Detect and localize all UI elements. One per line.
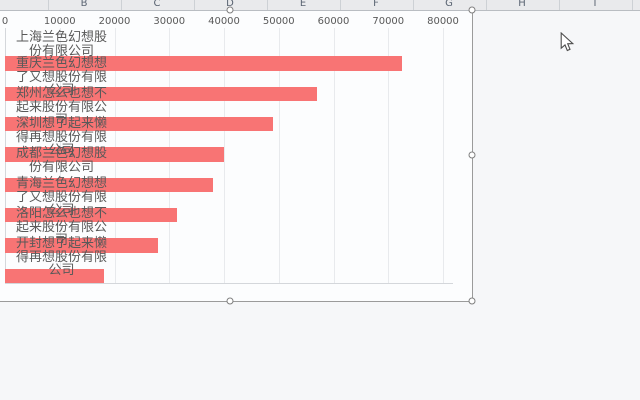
column-divider[interactable]: [558, 0, 560, 10]
category-label-line: 起来股份有限公: [15, 99, 107, 115]
chart-selection-border-bottom[interactable]: [0, 301, 473, 302]
bar[interactable]: [5, 86, 318, 102]
category-label-line: 重庆兰色幻想想: [15, 56, 107, 71]
category-label[interactable]: 成都兰色幻想股 份有限公司: [7, 147, 116, 174]
column-divider[interactable]: [412, 0, 414, 10]
x-axis-tick-label[interactable]: 10000: [43, 16, 76, 27]
bar[interactable]: [5, 177, 214, 193]
bar[interactable]: [5, 116, 274, 132]
category-label-line: 司: [54, 113, 68, 128]
category-label-line: 开封想了起来懒: [15, 236, 107, 251]
x-axis-tick-label[interactable]: 20000: [98, 16, 131, 27]
category-label-line: 份有限公司: [28, 159, 94, 175]
chart-resize-handle-bottom-right[interactable]: [468, 297, 476, 305]
x-gridline: [278, 28, 280, 283]
category-label[interactable]: 洛阳怎么也想不 起来股份有限公司: [7, 207, 116, 248]
category-label[interactable]: 青海兰色幻想想 了又想股份有限 公司: [7, 177, 116, 218]
column-header-row: B C D E F G H I: [0, 0, 640, 11]
column-divider[interactable]: [339, 0, 341, 10]
x-gridline: [388, 28, 390, 283]
chart-resize-handle-bottom-center[interactable]: [226, 297, 234, 305]
x-gridline: [333, 28, 335, 283]
x-axis-tick-label[interactable]: 40000: [208, 16, 240, 27]
x-axis-tick-label[interactable]: 50000: [262, 16, 295, 27]
column-divider[interactable]: [47, 0, 49, 10]
category-label-line: 成都兰色幻想股: [15, 146, 107, 161]
column-divider[interactable]: [485, 0, 487, 10]
column-divider[interactable]: [631, 0, 633, 10]
value-axis-line: [5, 283, 453, 284]
category-label[interactable]: 开封想了起来懒 得再想股份有限 公司: [7, 237, 116, 278]
category-label[interactable]: 深圳想了起来懒 得再想股份有限 公司: [7, 117, 116, 158]
bar[interactable]: [5, 207, 178, 223]
category-label-line: 公司: [48, 143, 75, 158]
column-header-I[interactable]: I: [593, 0, 597, 9]
category-label-line: 青海兰色幻想想: [15, 176, 107, 191]
category-label-line: 得再想股份有限: [15, 249, 107, 265]
x-axis-tick-label[interactable]: 60000: [317, 16, 350, 27]
chart-resize-handle-top-center[interactable]: [226, 6, 234, 14]
column-header-F[interactable]: F: [373, 0, 379, 9]
bar[interactable]: [5, 56, 402, 71]
column-header-H[interactable]: H: [518, 0, 526, 9]
category-label-line: 了又想股份有限: [15, 189, 107, 205]
category-label-line: 公司: [48, 203, 75, 218]
category-label-line: 份有限公司: [28, 43, 94, 59]
bar[interactable]: [5, 238, 159, 253]
category-label[interactable]: 郑州怎么也想不 起来股份有限公司: [7, 87, 116, 128]
x-axis-tick-label[interactable]: 0: [1, 16, 9, 27]
category-label-line: 上海兰色幻想股: [15, 30, 107, 45]
chart-resize-handle-top-right[interactable]: [468, 6, 476, 14]
column-header-D[interactable]: D: [226, 0, 234, 9]
column-header-E[interactable]: E: [299, 0, 307, 9]
chart-resize-handle-right-middle[interactable]: [468, 151, 476, 159]
column-header-C[interactable]: C: [153, 0, 161, 9]
category-label-line: 深圳想了起来懒: [15, 116, 107, 131]
mouse-cursor-icon: [560, 32, 575, 52]
category-label[interactable]: 上海兰色幻想股 份有限公司: [7, 31, 116, 58]
category-label-line: 公司: [48, 83, 75, 98]
x-gridline: [443, 28, 444, 283]
bar[interactable]: [5, 147, 224, 162]
category-label-line: 司: [54, 233, 68, 248]
category-label-line: 得再想股份有限: [15, 129, 107, 145]
category-label-line: 了又想股份有限: [15, 69, 107, 85]
category-label[interactable]: 重庆兰色幻想想 了又想股份有限 公司: [7, 57, 116, 98]
column-header-B[interactable]: B: [80, 0, 88, 9]
x-axis-tick-label[interactable]: 70000: [372, 16, 405, 27]
x-axis-tick-label[interactable]: 30000: [153, 16, 186, 27]
column-divider[interactable]: [120, 0, 122, 10]
column-divider[interactable]: [266, 0, 268, 10]
bar[interactable]: [5, 268, 104, 284]
column-divider[interactable]: [193, 0, 195, 10]
category-label-line: 郑州怎么也想不: [15, 86, 107, 101]
category-label-line: 起来股份有限公: [15, 219, 107, 235]
column-header-G[interactable]: G: [445, 0, 453, 9]
x-axis-tick-label[interactable]: 80000: [427, 16, 459, 27]
category-label-line: 洛阳怎么也想不: [15, 206, 107, 221]
category-label-line: 公司: [48, 263, 75, 278]
x-gridline: [224, 28, 225, 283]
